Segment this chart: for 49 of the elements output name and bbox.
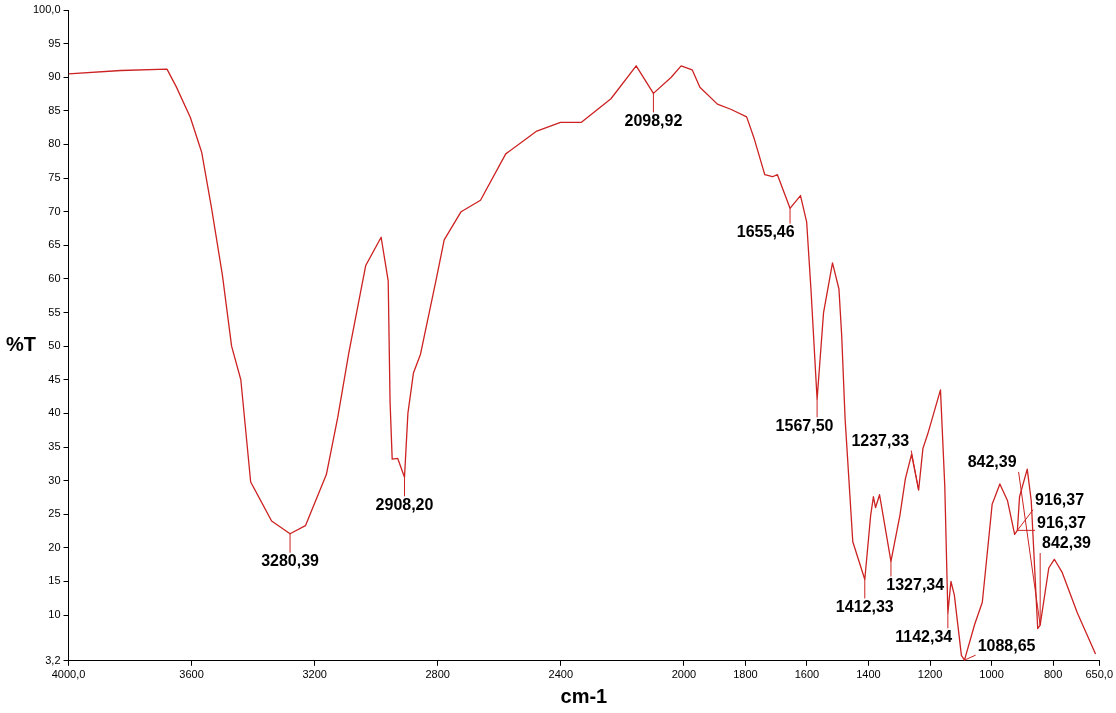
y-tick-label: 65	[48, 238, 61, 251]
x-tick-label: 3600	[179, 668, 204, 681]
x-tick-label: 800	[1043, 668, 1063, 681]
y-tick-label: 35	[48, 440, 61, 453]
annotation: 1655,46	[736, 222, 795, 240]
y-tick-label: 3,2	[45, 653, 61, 666]
x-tick-label: 1800	[733, 668, 758, 681]
y-tick-label: 55	[48, 305, 61, 318]
y-tick-label: 50	[48, 339, 61, 352]
x-tick-label: 2000	[671, 668, 697, 681]
annotation: 1237,33	[851, 431, 910, 449]
y-tick-label: 80	[48, 137, 61, 150]
x-axis-title: cm-1	[560, 684, 608, 707]
y-tick-label: 20	[48, 540, 61, 553]
x-tick-label: 2400	[548, 668, 574, 681]
y-axis-title: %T	[6, 332, 36, 355]
annotation: 2908,20	[375, 495, 434, 513]
annotation: 1567,50	[775, 416, 834, 434]
x-tick-label: 1000	[979, 668, 1004, 681]
y-tick-label: 40	[48, 406, 61, 419]
annotation: 916,37	[1035, 491, 1085, 509]
annotation: 842,39	[967, 453, 1017, 471]
y-tick-label: 45	[48, 372, 61, 385]
y-tick-label: 70	[48, 204, 61, 217]
annotation: 2098,92	[624, 111, 683, 129]
x-tick-label: 1600	[794, 668, 820, 681]
x-tick-label: 650,0	[1085, 668, 1113, 681]
y-tick-label: 60	[48, 271, 61, 284]
annotation: 916,37	[1037, 513, 1087, 531]
annotation: 1327,34	[886, 575, 945, 593]
x-tick-label: 2800	[425, 668, 450, 681]
y-tick-label: 75	[48, 171, 61, 184]
y-tick-label: 25	[48, 507, 61, 520]
y-tick-label: 85	[48, 103, 61, 116]
y-tick-label: 15	[48, 574, 61, 587]
x-tick-label: 1400	[856, 668, 881, 681]
y-tick-label: 30	[48, 473, 61, 486]
y-tick-label: 10	[48, 608, 61, 621]
x-tick-label: 4000,0	[51, 668, 86, 681]
y-tick-label: 100,0	[33, 3, 61, 16]
y-tick-label: 95	[48, 36, 61, 49]
y-tick-label: 90	[48, 70, 61, 83]
annotation: 842,39	[1042, 534, 1092, 552]
annotation: 1142,34	[895, 627, 953, 645]
annotation: 3280,39	[261, 552, 320, 570]
annotation: 1088,65	[977, 636, 1036, 654]
x-tick-label: 1200	[917, 668, 943, 681]
x-tick-label: 3200	[302, 668, 327, 681]
annotation: 1412,33	[835, 597, 894, 615]
